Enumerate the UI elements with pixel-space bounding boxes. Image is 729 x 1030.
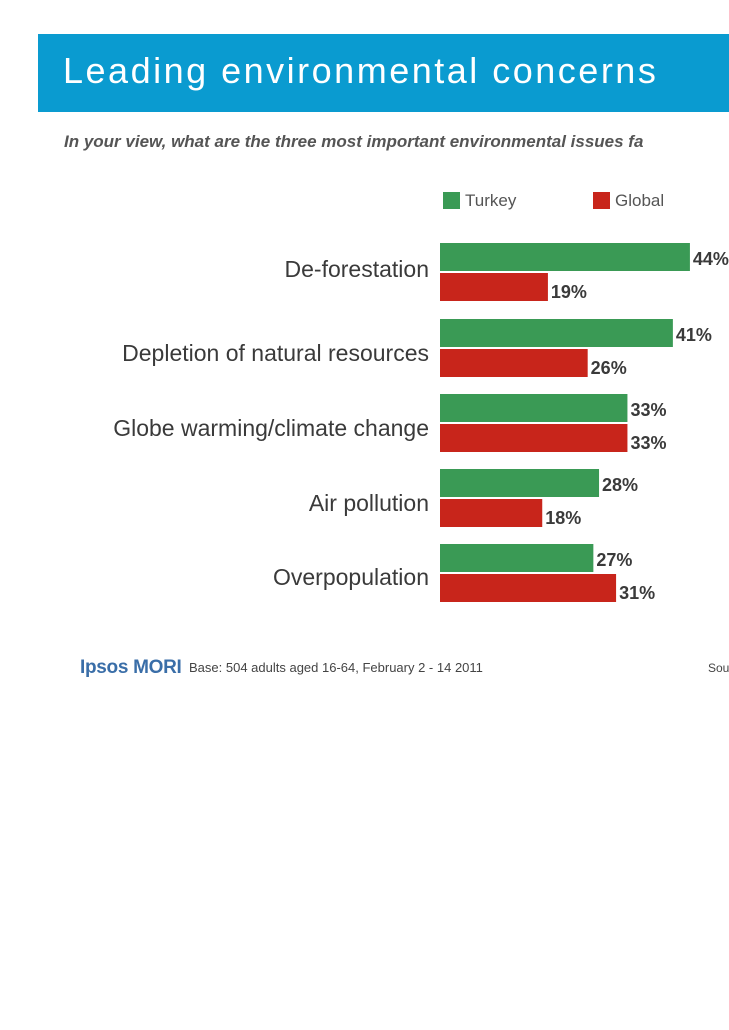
bar-turkey-de-forestation [440, 243, 690, 271]
question-subtitle: In your view, what are the three most im… [64, 132, 644, 151]
bar-turkey-air-pollution [440, 469, 600, 497]
data-label-turkey-overpopulation: 27% [596, 550, 632, 570]
category-label-depletion: Depletion of natural resources [122, 340, 429, 366]
data-label-global-overpopulation: 31% [619, 583, 655, 603]
source-note: Sou [708, 661, 729, 675]
legend-swatch-global [593, 192, 610, 209]
legend-swatch-turkey [443, 192, 460, 209]
title-bar: Leading environmental concerns [38, 34, 729, 112]
category-label-global-warming: Globe warming/climate change [113, 415, 429, 441]
data-label-turkey-depletion-of-natural-resources: 41% [676, 325, 712, 345]
category-label-overpopulation: Overpopulation [273, 564, 429, 590]
legend-label-global: Global [615, 191, 665, 210]
bar-global-depletion-of-natural-resources [440, 349, 588, 377]
bar-turkey-depletion-of-natural-resources [440, 319, 673, 347]
bar-turkey-overpopulation [440, 544, 594, 572]
bar-global-overpopulation [440, 574, 617, 602]
data-label-turkey-globe-warming-climate-change: 33% [630, 400, 666, 420]
bar-turkey-globe-warming-climate-change [440, 394, 628, 422]
base-note: Base: 504 adults aged 16-64, February 2 … [189, 660, 483, 675]
data-label-global-air-pollution: 18% [545, 508, 581, 528]
data-label-global-de-forestation: 19% [551, 282, 587, 302]
bar-global-air-pollution [440, 499, 543, 527]
page-title: Leading environmental concerns [63, 50, 659, 91]
data-label-turkey-air-pollution: 28% [602, 475, 638, 495]
ipsos-mori-logo: Ipsos MORI [80, 657, 182, 678]
category-label-deforestation: De-forestation [284, 256, 429, 282]
bar-global-globe-warming-climate-change [440, 424, 628, 452]
bar-global-de-forestation [440, 273, 548, 301]
data-label-global-globe-warming-climate-change: 33% [630, 433, 666, 453]
data-label-turkey-de-forestation: 44% [693, 249, 729, 269]
data-label-global-depletion-of-natural-resources: 26% [591, 358, 627, 378]
category-label-air-pollution: Air pollution [308, 490, 429, 516]
legend-label-turkey: Turkey [465, 191, 517, 210]
